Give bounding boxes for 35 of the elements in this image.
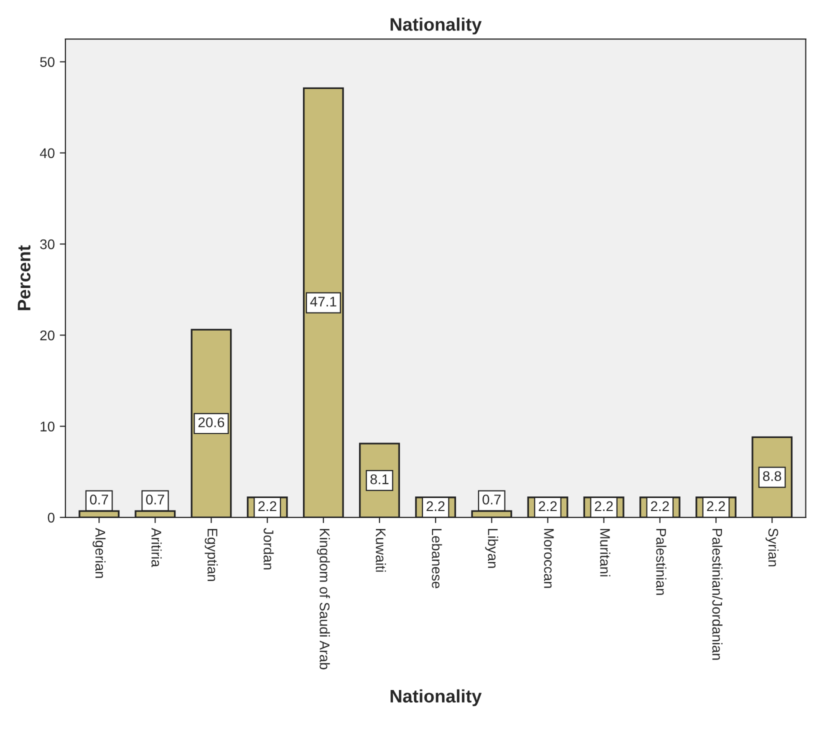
x-tick-label: Kingdom of Saudi Arab (316, 528, 330, 670)
data-label: 2.2 (538, 501, 557, 511)
x-tick-label: Jordan (264, 528, 274, 570)
data-label: 2.2 (650, 501, 669, 511)
data-label: 2.2 (258, 501, 276, 511)
y-tick-label: 10 (40, 422, 54, 432)
x-tick-label: Palestinian (656, 528, 666, 595)
x-tick-label: Muritani (600, 528, 610, 576)
y-tick-label: 30 (40, 239, 54, 250)
data-label: 0.7 (90, 494, 108, 504)
y-tick-label: 20 (40, 330, 54, 340)
x-tick-label: Palestinian/Jordanian (712, 528, 722, 660)
data-label: 8.1 (370, 474, 388, 484)
x-tick-label: Aritiria (151, 528, 162, 568)
data-label: 47.1 (310, 296, 336, 306)
data-label: 0.7 (146, 494, 164, 504)
x-tick-label: Egyptian (204, 528, 218, 581)
y-tick-label: 0 (48, 512, 54, 523)
data-label: 2.2 (594, 501, 613, 511)
data-label: 0.7 (482, 494, 501, 504)
y-axis-title: Percent (18, 245, 30, 310)
data-label: 2.2 (426, 501, 445, 511)
y-tick-label: 40 (40, 148, 54, 158)
x-tick-label: Libyan (485, 528, 498, 568)
y-tick-label: 50 (40, 57, 54, 67)
x-tick-label: Moroccan (544, 528, 554, 588)
x-tick-label: Kuwaiti (376, 528, 386, 572)
x-tick-label: Algerian (92, 528, 106, 578)
x-tick-label: Syrian (766, 528, 779, 566)
x-axis-title: Nationality (390, 689, 482, 706)
data-label: 2.2 (707, 501, 725, 511)
chart-title: Nationality (390, 18, 482, 34)
data-label: 20.6 (198, 417, 224, 428)
x-tick-label: Lebanese (432, 528, 442, 588)
data-label: 8.8 (763, 471, 782, 482)
